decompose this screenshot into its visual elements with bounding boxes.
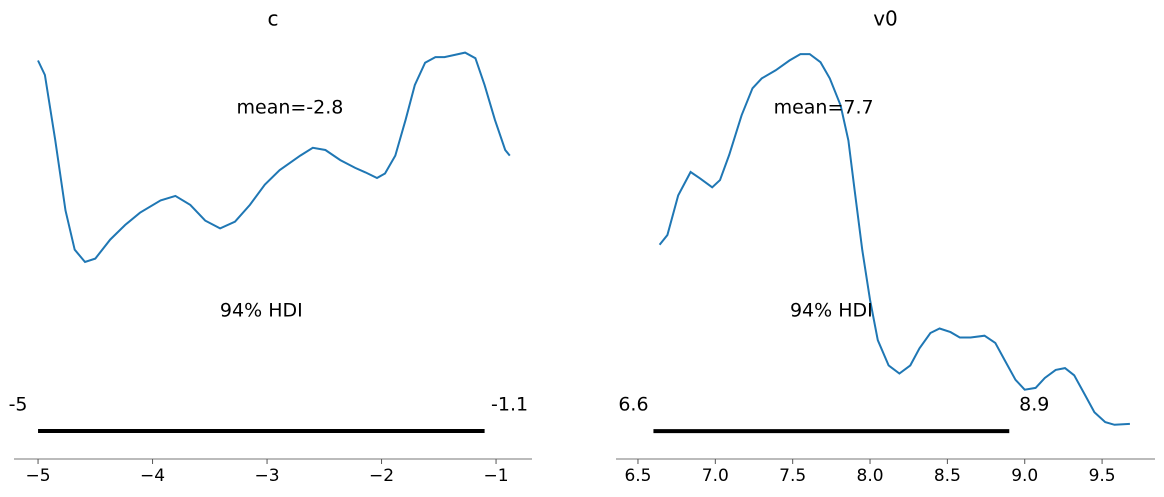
panel-title: c xyxy=(268,7,279,31)
hdi-label: 94% HDI xyxy=(790,300,873,322)
x-tick-label: 8.5 xyxy=(934,466,961,486)
panel: v0 6.5 7.0 7.5 8.0 8.5 9.0 9.5 6.6 8.9 94% HDI mean… xyxy=(616,7,1155,486)
density-line xyxy=(37,51,511,264)
x-tick-label: −1 xyxy=(484,466,509,486)
mean-label: mean=7.7 xyxy=(774,97,874,119)
panel: c −5 −4 −3 −2 −1 -5 -1.1 94% HDI mean=-2.8 xyxy=(9,7,532,486)
x-tick-label: 7.5 xyxy=(779,466,806,486)
x-tick-label: −2 xyxy=(369,466,394,486)
hdi-low-label: 6.6 xyxy=(618,394,648,416)
x-tick-label: −3 xyxy=(255,466,280,486)
x-tick-label: 9.5 xyxy=(1089,466,1116,486)
x-tick-label: 7.0 xyxy=(702,466,729,486)
mean-label: mean=-2.8 xyxy=(237,97,344,119)
x-tick-label: −4 xyxy=(140,466,165,486)
density-line xyxy=(658,53,1130,426)
hdi-low-label: -5 xyxy=(9,394,28,416)
x-tick-label: 9.0 xyxy=(1011,466,1038,486)
hdi-label: 94% HDI xyxy=(220,300,303,322)
panel-title: v0 xyxy=(873,7,898,31)
hdi-high-label: -1.1 xyxy=(491,394,528,416)
x-tick-label: 8.0 xyxy=(857,466,884,486)
hdi-high-label: 8.9 xyxy=(1019,394,1049,416)
x-tick-label: −5 xyxy=(26,466,51,486)
x-tick-label: 6.5 xyxy=(624,466,651,486)
